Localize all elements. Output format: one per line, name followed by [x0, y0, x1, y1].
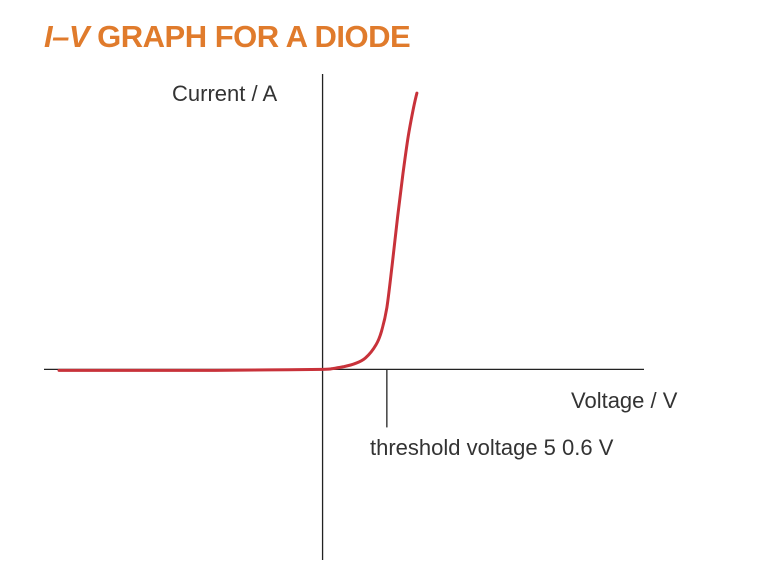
chart-title-rest: GRAPH FOR A DIODE	[89, 19, 410, 54]
x-axis-label: Voltage / V	[571, 388, 678, 413]
y-axis-label: Current / A	[172, 81, 277, 106]
threshold-annotation: threshold voltage 5 0.6 V	[370, 435, 614, 460]
chart-title-italic: I–V	[44, 19, 92, 54]
diode-curve-line	[57, 91, 419, 372]
chart-title: I–V GRAPH FOR A DIODE	[44, 19, 410, 54]
